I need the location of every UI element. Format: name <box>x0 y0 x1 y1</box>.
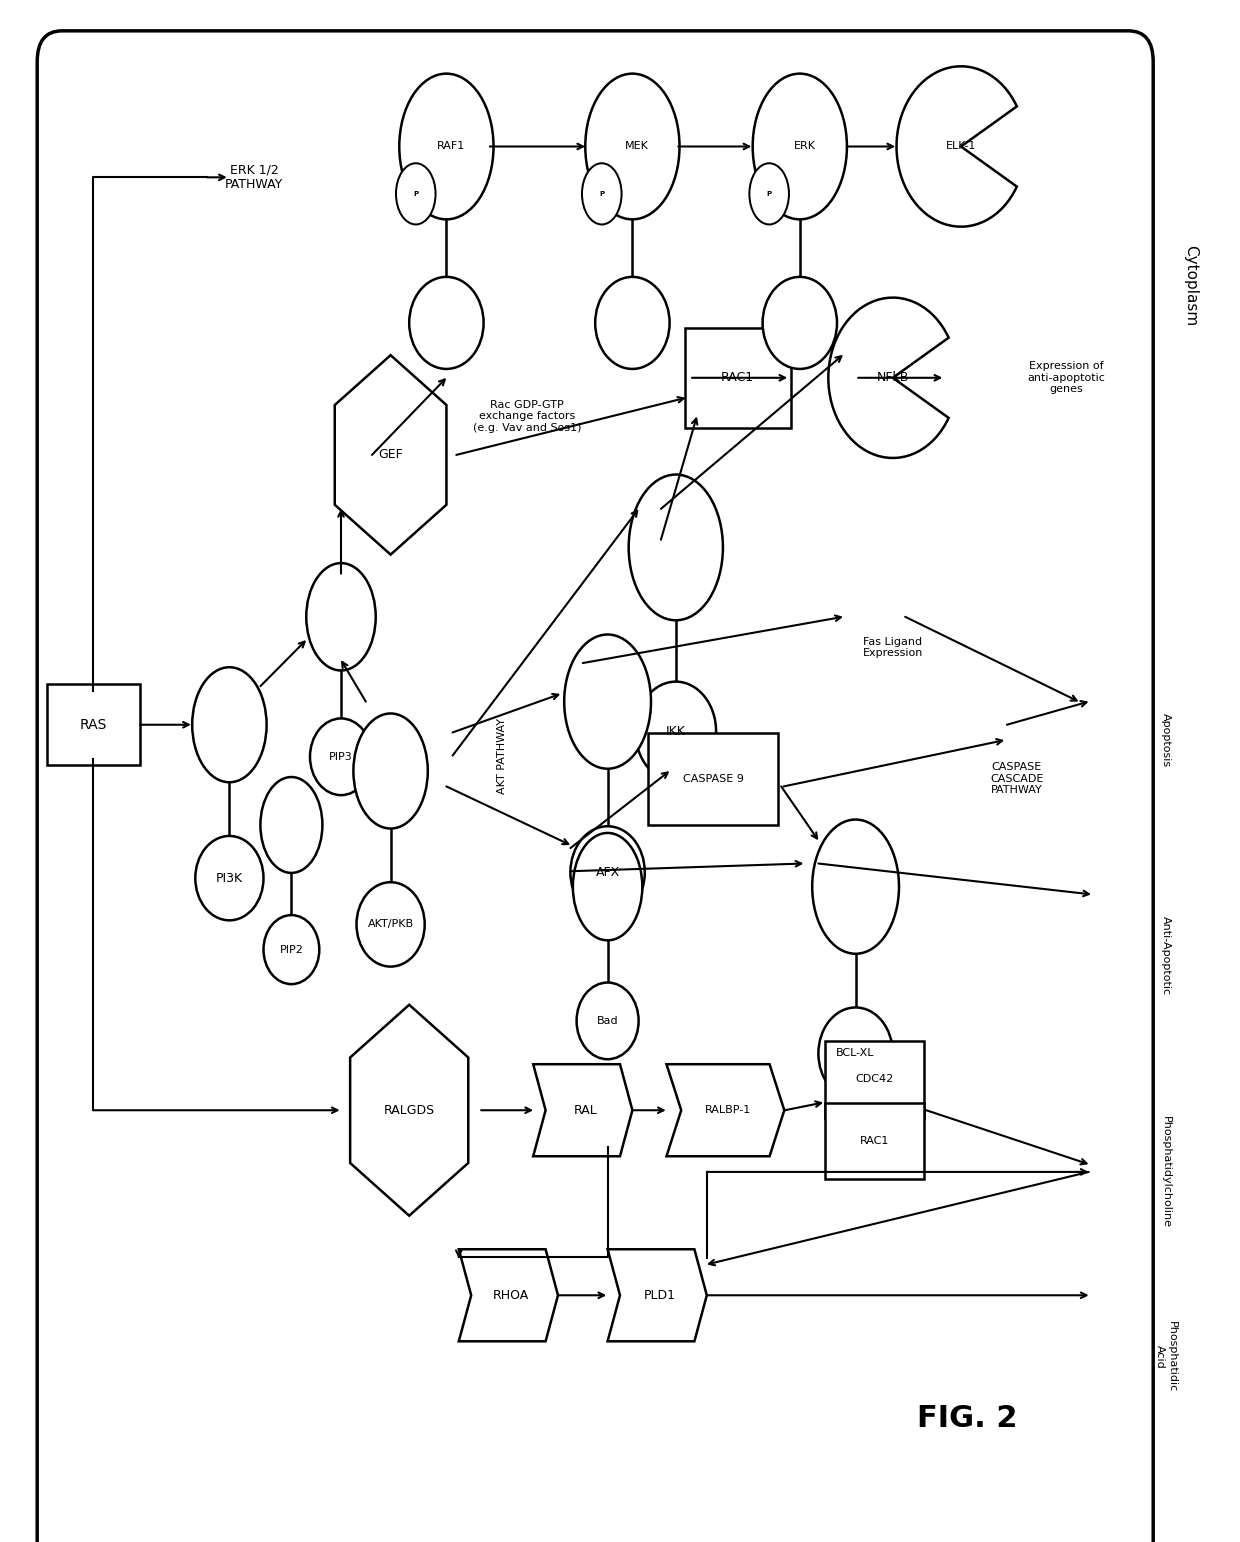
Ellipse shape <box>582 163 621 225</box>
Text: CASPASE
CASCADE
PATHWAY: CASPASE CASCADE PATHWAY <box>990 762 1044 796</box>
Ellipse shape <box>353 714 428 828</box>
Text: P: P <box>413 191 418 197</box>
Text: RALGDS: RALGDS <box>383 1104 435 1116</box>
Text: GEF: GEF <box>378 449 403 461</box>
Text: AFX: AFX <box>595 865 620 879</box>
Ellipse shape <box>409 278 484 369</box>
Polygon shape <box>459 1249 558 1342</box>
Text: RALBP-1: RALBP-1 <box>706 1106 751 1115</box>
Text: FIG. 2: FIG. 2 <box>916 1405 1018 1433</box>
Text: CDC42: CDC42 <box>856 1075 893 1084</box>
Text: AKT PATHWAY: AKT PATHWAY <box>497 717 507 794</box>
Ellipse shape <box>306 563 376 671</box>
Text: PIP3: PIP3 <box>329 752 353 762</box>
Polygon shape <box>533 1064 632 1156</box>
Ellipse shape <box>195 836 263 921</box>
Text: PI3K: PI3K <box>216 871 243 885</box>
Text: ERK: ERK <box>794 142 816 151</box>
Text: AKT/PKB: AKT/PKB <box>367 919 414 930</box>
Wedge shape <box>897 66 1017 227</box>
Polygon shape <box>350 1005 469 1215</box>
Polygon shape <box>667 1064 784 1156</box>
Text: Expression of
anti-apoptotic
genes: Expression of anti-apoptotic genes <box>1028 361 1105 395</box>
Text: RAC1: RAC1 <box>859 1136 889 1146</box>
Text: ERK 1/2
PATHWAY: ERK 1/2 PATHWAY <box>226 163 283 191</box>
Ellipse shape <box>763 278 837 369</box>
Text: IKK: IKK <box>666 725 686 739</box>
Text: PIP2: PIP2 <box>279 945 304 954</box>
Ellipse shape <box>636 682 717 782</box>
Ellipse shape <box>573 833 642 941</box>
Ellipse shape <box>396 163 435 225</box>
Ellipse shape <box>263 914 319 984</box>
Bar <box>47 685 139 765</box>
Ellipse shape <box>585 74 680 219</box>
Ellipse shape <box>357 882 424 967</box>
Ellipse shape <box>564 634 651 769</box>
Text: RAL: RAL <box>573 1104 598 1116</box>
Text: ELK-1: ELK-1 <box>946 142 976 151</box>
Text: P: P <box>766 191 771 197</box>
Bar <box>825 1103 924 1180</box>
Ellipse shape <box>310 719 372 796</box>
Text: RAS: RAS <box>79 717 107 732</box>
Bar <box>684 328 791 427</box>
Ellipse shape <box>260 777 322 873</box>
Ellipse shape <box>629 475 723 620</box>
Ellipse shape <box>818 1007 893 1099</box>
Text: Phosphatidic
Acid: Phosphatidic Acid <box>1154 1321 1177 1392</box>
Text: RAF1: RAF1 <box>436 142 465 151</box>
Ellipse shape <box>570 827 645 919</box>
Text: Anti-Apoptotic: Anti-Apoptotic <box>1161 916 1171 996</box>
Text: Fas Ligand
Expression: Fas Ligand Expression <box>863 637 923 658</box>
Text: CASPASE 9: CASPASE 9 <box>682 774 744 783</box>
Ellipse shape <box>595 278 670 369</box>
Ellipse shape <box>812 819 899 954</box>
Ellipse shape <box>399 74 494 219</box>
Polygon shape <box>335 355 446 555</box>
Text: Cytoplasm: Cytoplasm <box>1183 245 1198 325</box>
Text: Rac GDP-GTP
exchange factors
(e.g. Vav and Sos1): Rac GDP-GTP exchange factors (e.g. Vav a… <box>472 399 582 433</box>
Text: RHOA: RHOA <box>492 1289 529 1301</box>
Text: Apoptosis: Apoptosis <box>1161 712 1171 768</box>
Ellipse shape <box>577 982 639 1059</box>
Ellipse shape <box>192 668 267 782</box>
Text: NFkB: NFkB <box>877 372 909 384</box>
Bar <box>825 1041 924 1118</box>
Text: BCL-XL: BCL-XL <box>836 1049 875 1058</box>
Text: Bad: Bad <box>596 1016 619 1025</box>
Polygon shape <box>608 1249 707 1342</box>
Text: RAC1: RAC1 <box>722 372 754 384</box>
Text: Phosphatidylcholine: Phosphatidylcholine <box>1161 1116 1171 1227</box>
Ellipse shape <box>753 74 847 219</box>
Ellipse shape <box>749 163 789 225</box>
Text: P: P <box>599 191 604 197</box>
Text: PLD1: PLD1 <box>644 1289 676 1301</box>
Wedge shape <box>828 298 949 458</box>
Bar <box>647 732 779 825</box>
Text: MEK: MEK <box>625 142 649 151</box>
